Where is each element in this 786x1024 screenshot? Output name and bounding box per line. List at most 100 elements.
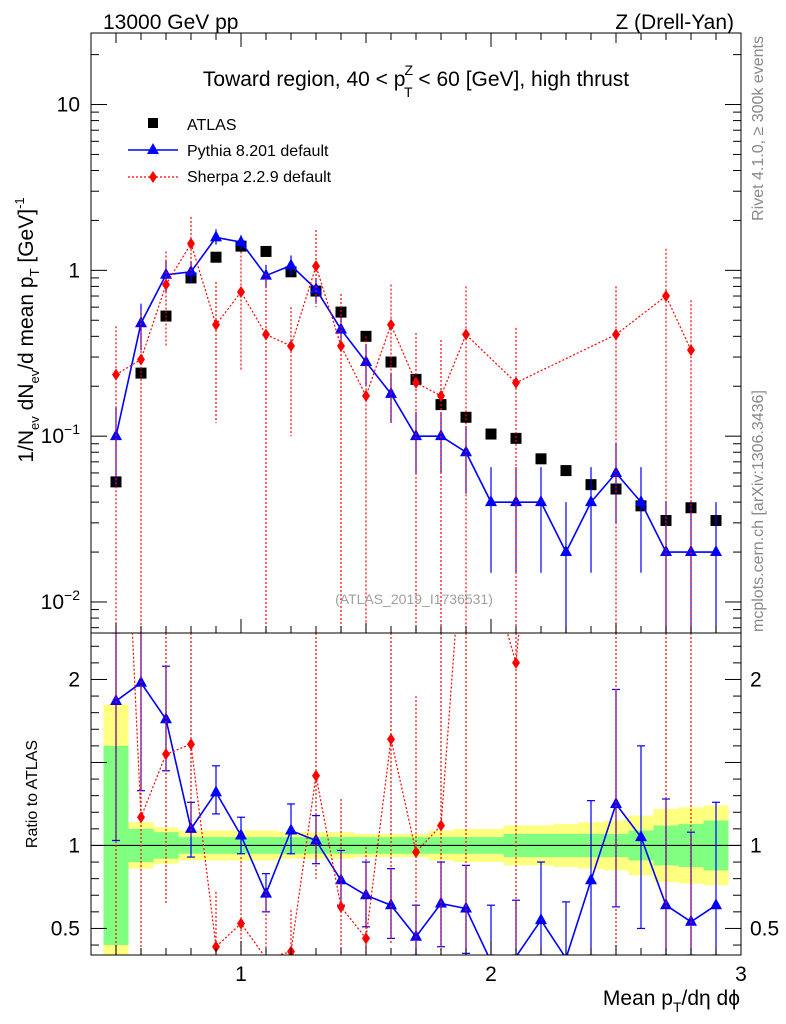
legend-marker-pythia (147, 143, 159, 154)
atlas-point (260, 245, 272, 257)
title-sup: Z (404, 62, 413, 78)
sherpa-point (387, 318, 395, 331)
legend-marker-atlas (148, 118, 158, 128)
pythia-point (635, 830, 647, 842)
sherpa-point (687, 344, 695, 357)
sherpa-point (212, 318, 220, 331)
ratio-y-axis-label: Ratio to ATLAS (24, 740, 41, 848)
atlas-point (335, 306, 347, 318)
pythia-point (210, 230, 222, 242)
ratio-y-tick-label: 0.5 (51, 917, 80, 940)
pythia-point (285, 258, 297, 270)
sherpa-point (437, 389, 445, 402)
pythia-point (635, 495, 647, 507)
atlas-point (135, 367, 147, 379)
pythia-point (485, 495, 497, 507)
legend-label-atlas: ATLAS (187, 117, 237, 134)
sherpa-ratio-group (115, 633, 692, 955)
sherpa-point (162, 748, 170, 761)
sherpa-point (462, 328, 470, 341)
sherpa-point (387, 733, 395, 746)
x-tick-label: 2 (485, 963, 497, 986)
pythia-point (335, 873, 347, 885)
ratio-y-tick-label: 1 (68, 834, 80, 857)
sherpa-point (312, 769, 320, 782)
pythia-point (460, 901, 472, 913)
pythia-point (235, 828, 247, 840)
sherpa-point (237, 286, 245, 299)
atlas-point (560, 465, 572, 477)
sherpa-point (412, 846, 420, 859)
sherpa-point (137, 353, 145, 366)
x-tick-label: 1 (235, 963, 247, 986)
pythia-point (285, 823, 297, 835)
sherpa-point (337, 339, 345, 352)
pythia-point (560, 545, 572, 557)
mcplots-info: mcplots.cern.ch [arXiv:1306.3436] (750, 390, 767, 632)
pythia-point (235, 235, 247, 247)
y-axis-label: 1/Nev dNev/d mean pT [GeV]-1 (12, 197, 42, 462)
header-energy: 13000 GeV pp (103, 11, 238, 34)
y-tick-label: 1 (68, 259, 80, 282)
sherpa-point (162, 278, 170, 291)
pythia-point (110, 694, 122, 706)
header-process: Z (Drell-Yan) (615, 11, 734, 34)
pythia-point (135, 316, 147, 328)
ratio-y-tick-label-right: 0.5 (750, 917, 779, 940)
title-part-1: Toward region, 40 < p (203, 68, 406, 91)
sherpa-point (662, 290, 670, 303)
sherpa-point (412, 376, 420, 389)
atlas-point (210, 251, 222, 263)
sherpa-point (287, 339, 295, 352)
x-axis-label: Mean pT/dη dϕ (603, 987, 740, 1015)
pythia-point (535, 913, 547, 925)
atlas-point (485, 428, 497, 440)
sherpa-point (212, 940, 220, 953)
pythia-point (210, 785, 222, 797)
ratio-y-tick-label: 2 (68, 668, 80, 691)
title-part-2: < 60 [GeV], high thrust (413, 68, 630, 91)
sherpa-point (362, 389, 370, 402)
sherpa-point (262, 328, 270, 341)
legend: ATLAS Pythia 8.201 default Sherpa 2.2.9 … (128, 117, 332, 186)
sherpa-point (362, 932, 370, 945)
pythia-point (410, 929, 422, 941)
legend-marker-sherpa (149, 171, 157, 183)
pythia-point (585, 873, 597, 885)
sherpa-point (512, 376, 520, 389)
pythia-point (660, 898, 672, 910)
pythia-point (685, 914, 697, 926)
ratio-plot (91, 633, 741, 955)
ratio-y-tick-label-right: 2 (750, 668, 762, 691)
sherpa-point (112, 368, 120, 381)
atlas-point (535, 453, 547, 465)
pythia-point (385, 898, 397, 910)
sherpa-point (187, 237, 195, 250)
plot-title: Toward region, 40 < pZ T < 60 [GeV], high… (203, 62, 629, 100)
legend-label-sherpa: Sherpa 2.2.9 default (187, 169, 332, 186)
atlas-point (510, 432, 522, 444)
y-tick-label: 10 (57, 94, 80, 117)
pythia-point (385, 386, 397, 398)
pythia-point (585, 495, 597, 507)
pythia-point (185, 821, 197, 833)
pythia-point (535, 495, 547, 507)
axes: 1 2 3 10−2 10−1 1 10 0.5 0.5 1 1 2 2 (41, 33, 779, 986)
sherpa-point (512, 656, 520, 669)
pythia-point (360, 888, 372, 900)
rivet-info: Rivet 4.1.0, ≥ 300k events (750, 36, 767, 221)
pythia-point (710, 545, 722, 557)
sherpa-point (187, 738, 195, 751)
main-plot (110, 216, 722, 633)
y-tick-label: 10−1 (41, 421, 81, 448)
pythia-point (435, 429, 447, 441)
sherpa-point (612, 328, 620, 341)
sherpa-point (437, 819, 445, 832)
legend-label-pythia: Pythia 8.201 default (187, 143, 329, 160)
pythia-point (710, 898, 722, 910)
x-tick-label: 3 (735, 963, 747, 986)
sherpa-point (137, 811, 145, 824)
pythia-point (685, 545, 697, 557)
sherpa-point (237, 917, 245, 930)
